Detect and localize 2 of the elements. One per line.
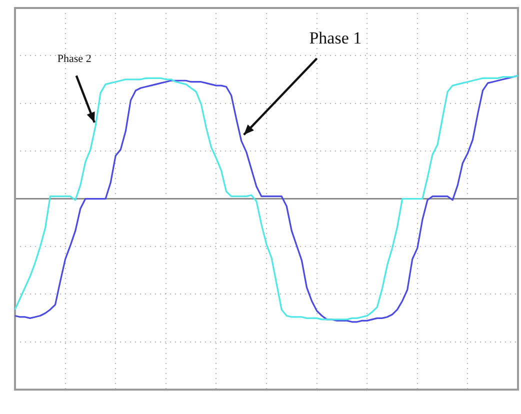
text: Phase 2 — [57, 53, 92, 66]
text: Phase 1 — [309, 28, 362, 48]
